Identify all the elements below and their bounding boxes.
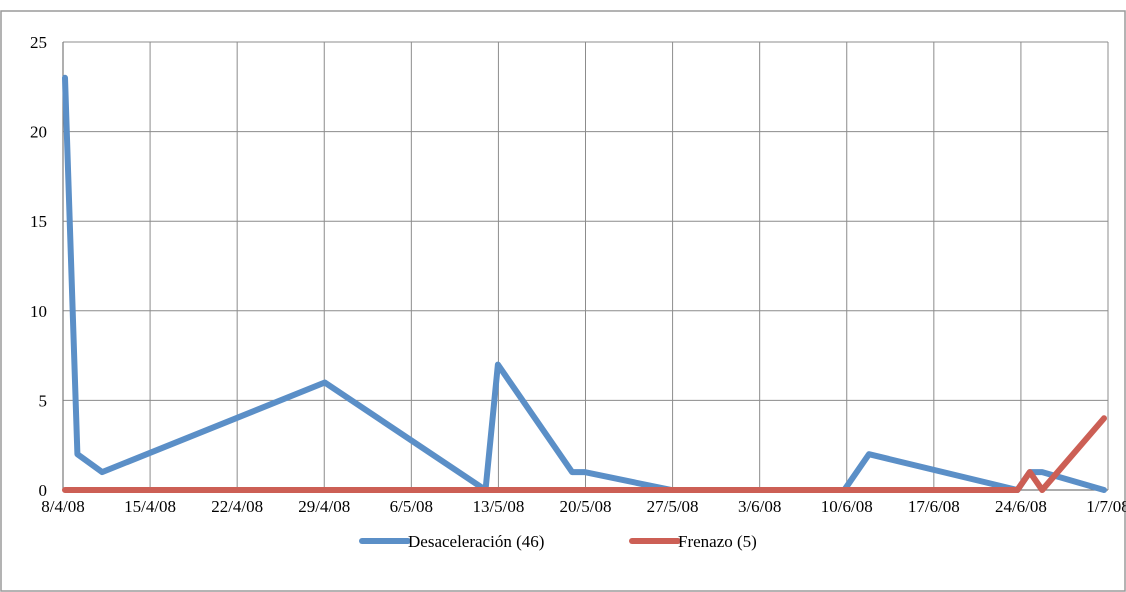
x-tick-label: 13/5/08 xyxy=(472,497,524,516)
x-tick-label: 27/5/08 xyxy=(647,497,699,516)
series-lines xyxy=(62,74,1107,493)
legend: Desaceleración (46) Frenazo (5) xyxy=(359,532,757,551)
x-tick-label: 10/6/08 xyxy=(821,497,873,516)
x-tick-label: 3/6/08 xyxy=(738,497,781,516)
legend-label-desaceleracion: Desaceleración (46) xyxy=(408,532,544,551)
chart-frame xyxy=(0,10,1126,592)
series-line-frenazo xyxy=(62,415,1107,493)
x-tick-label: 1/7/08 xyxy=(1086,497,1126,516)
x-axis-ticks: 8/4/08 15/4/08 22/4/08 29/4/08 6/5/08 13/5/08… xyxy=(41,497,1126,516)
y-tick-label: 10 xyxy=(30,302,47,321)
x-tick-label: 8/4/08 xyxy=(41,497,84,516)
x-tick-label: 15/4/08 xyxy=(124,497,176,516)
legend-label-frenazo: Frenazo (5) xyxy=(678,532,757,551)
y-tick-label: 20 xyxy=(30,123,47,142)
x-tick-label: 29/4/08 xyxy=(298,497,350,516)
x-tick-label: 22/4/08 xyxy=(211,497,263,516)
y-tick-label: 5 xyxy=(39,391,48,410)
x-tick-label: 24/6/08 xyxy=(995,497,1047,516)
x-tick-label: 6/5/08 xyxy=(390,497,433,516)
x-tick-label: 17/6/08 xyxy=(908,497,960,516)
y-tick-label: 15 xyxy=(30,212,47,231)
y-tick-label: 25 xyxy=(30,33,47,52)
y-tick-label: 0 xyxy=(39,481,48,500)
y-axis-ticks: 0 5 10 15 20 25 xyxy=(30,33,47,500)
x-tick-label: 20/5/08 xyxy=(560,497,612,516)
